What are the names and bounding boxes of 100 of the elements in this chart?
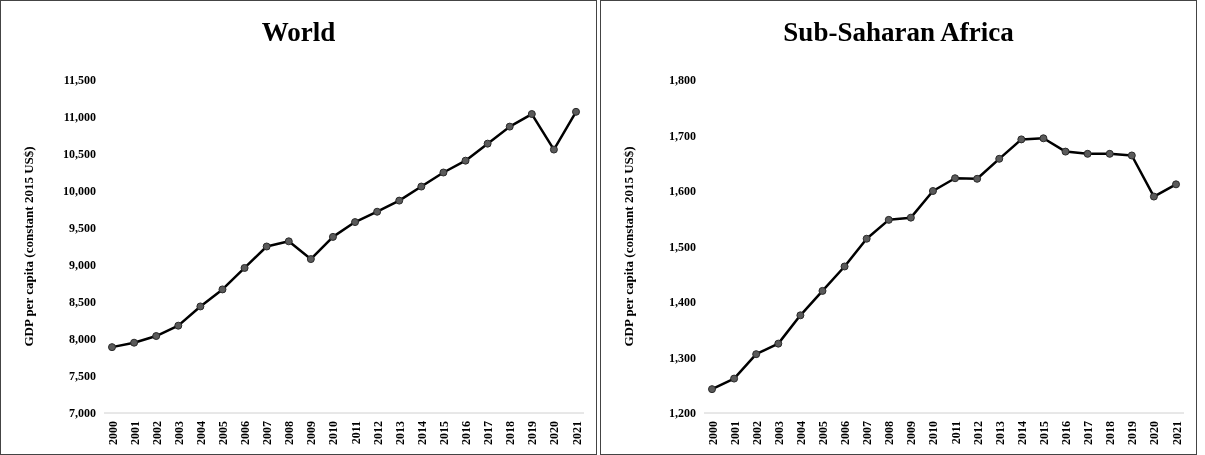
x-tick-label: 2017 <box>481 421 496 445</box>
point <box>1039 134 1048 143</box>
x-tick-label: 2009 <box>904 421 919 445</box>
point <box>1061 147 1070 156</box>
x-tick-label: 2007 <box>860 421 875 445</box>
point <box>549 145 558 154</box>
chart-title: World <box>260 16 337 49</box>
x-tick-label: 2021 <box>569 421 584 445</box>
y-axis-title: GDP per capita (constant 2015 US$) <box>620 146 636 347</box>
x-tick-label: 2005 <box>816 421 830 445</box>
x-tick-label: 2008 <box>882 421 897 445</box>
x-tick-label: 2004 <box>193 421 208 445</box>
point <box>306 255 315 264</box>
point <box>906 213 915 222</box>
y-tick-label: 1,200 <box>669 406 696 421</box>
y-tick-label: 9,000 <box>69 258 96 273</box>
y-axis-title: GDP per capita (constant 2015 US$) <box>20 146 36 347</box>
x-tick-label: 2005 <box>216 421 230 445</box>
point <box>862 234 871 243</box>
x-tick-label: 2020 <box>1147 421 1162 445</box>
x-tick-label: 2000 <box>105 421 120 445</box>
point <box>395 196 404 205</box>
x-tick-label: 2017 <box>1081 421 1096 445</box>
point <box>152 332 161 341</box>
x-tick-label: 2015 <box>436 421 451 445</box>
x-tick-label: 2009 <box>304 421 319 445</box>
y-tick-label: 10,000 <box>63 184 96 199</box>
x-tick-label: 2001 <box>127 421 142 445</box>
point <box>417 182 426 191</box>
x-tick-label: 2019 <box>1125 421 1140 445</box>
point <box>1149 192 1158 201</box>
x-tick-label: 2011 <box>348 421 363 445</box>
point <box>328 232 337 241</box>
y-tick-label: 9,500 <box>69 221 96 236</box>
x-tick-label: 2003 <box>171 421 186 445</box>
x-tick-label: 2014 <box>1014 421 1029 445</box>
x-tick-label: 2018 <box>1103 421 1118 445</box>
x-tick-label: 2011 <box>948 421 963 445</box>
point <box>572 107 580 116</box>
x-tick-label: 2016 <box>1059 421 1074 445</box>
x-tick-label: 2001 <box>727 421 742 445</box>
y-tick-label: 11,000 <box>63 110 96 125</box>
x-tick-label: 2003 <box>771 421 786 445</box>
y-tick-label: 1,500 <box>669 239 696 254</box>
point <box>928 187 937 195</box>
x-tick-label: 2002 <box>149 421 164 445</box>
point <box>218 285 227 294</box>
point <box>708 385 716 394</box>
x-tick-label: 2000 <box>705 421 720 445</box>
point <box>284 237 293 246</box>
point <box>196 302 205 311</box>
point <box>951 174 960 183</box>
x-tick-label: 2004 <box>793 421 808 445</box>
y-tick-label: 7,000 <box>69 406 96 421</box>
x-tick-label: 2006 <box>238 421 253 445</box>
point <box>796 311 805 320</box>
x-tick-label: 2010 <box>326 421 341 445</box>
y-tick-label: 1,300 <box>669 350 696 365</box>
x-tick-label: 2013 <box>392 421 407 445</box>
point <box>730 374 739 383</box>
point <box>262 242 271 251</box>
x-tick-label: 2013 <box>992 421 1007 445</box>
y-tick-label: 8,000 <box>69 332 96 347</box>
x-tick-label: 2015 <box>1036 421 1051 445</box>
x-tick-label: 2021 <box>1169 421 1184 445</box>
y-tick-label: 1,600 <box>669 184 696 199</box>
y-tick-label: 8,500 <box>69 295 96 310</box>
x-tick-label: 2007 <box>260 421 275 445</box>
y-tick-label: 1,800 <box>669 73 696 88</box>
point <box>1083 149 1092 158</box>
point <box>174 321 183 330</box>
y-tick-label: 11,500 <box>63 73 96 88</box>
point <box>752 350 761 359</box>
y-tick-label: 10,500 <box>63 147 96 162</box>
x-tick-label: 2008 <box>282 421 297 445</box>
x-tick-label: 2010 <box>926 421 941 445</box>
chart-title: Sub-Saharan Africa <box>782 16 1015 49</box>
x-tick-label: 2019 <box>525 421 540 445</box>
x-tick-label: 2014 <box>414 421 429 445</box>
x-tick-label: 2012 <box>370 421 385 445</box>
point <box>461 156 470 165</box>
y-tick-label: 1,400 <box>669 295 696 310</box>
point <box>774 339 783 348</box>
x-tick-label: 2018 <box>503 421 518 445</box>
x-tick-label: 2020 <box>547 421 562 445</box>
point <box>439 168 448 177</box>
y-tick-label: 1,700 <box>669 128 696 143</box>
x-tick-label: 2012 <box>970 421 985 445</box>
point <box>995 154 1004 163</box>
point <box>483 139 492 148</box>
point <box>1105 149 1114 158</box>
point <box>973 174 982 183</box>
point <box>351 218 360 227</box>
x-tick-label: 2002 <box>749 421 764 445</box>
point <box>818 286 827 295</box>
point <box>1127 151 1136 160</box>
point <box>884 215 893 224</box>
x-tick-label: 2006 <box>838 421 853 445</box>
x-tick-label: 2016 <box>459 421 474 445</box>
y-tick-label: 7,500 <box>69 369 96 384</box>
